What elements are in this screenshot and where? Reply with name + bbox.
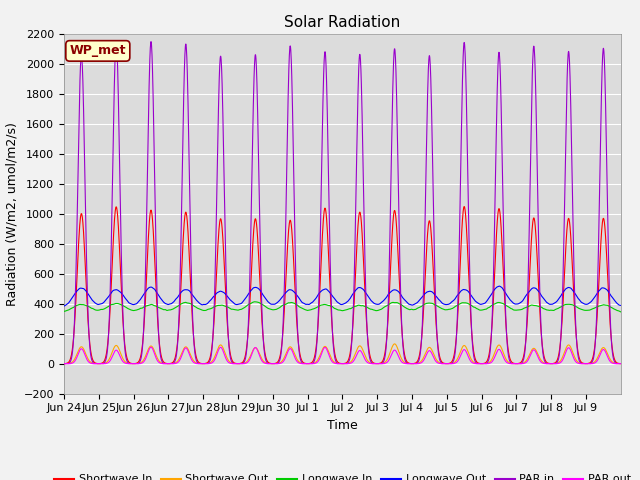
Title: Solar Radiation: Solar Radiation [284,15,401,30]
Longwave In [542,307,550,312]
X-axis label: Time: Time [327,419,358,432]
PAR in [60,361,68,367]
Longwave In [510,307,518,313]
Shortwave Out [236,361,244,367]
Shortwave In [542,358,550,364]
PAR in [236,361,244,367]
Shortwave In [460,204,468,209]
Longwave Out [495,283,503,289]
PAR in [617,361,625,367]
Longwave In [251,299,259,305]
PAR in [147,39,155,45]
Longwave In [116,301,124,307]
Y-axis label: Radiation (W/m2, umol/m2/s): Radiation (W/m2, umol/m2/s) [5,121,18,306]
Line: Shortwave Out: Shortwave Out [64,344,621,364]
Longwave In [376,307,384,312]
Longwave In [617,309,625,315]
Longwave Out [617,302,625,308]
PAR out [116,352,124,358]
PAR out [376,361,384,367]
Shortwave In [609,351,617,357]
PAR out [60,361,68,367]
Longwave In [236,307,244,312]
Shortwave Out [510,361,518,367]
Line: Longwave In: Longwave In [64,302,621,312]
Longwave In [60,309,68,314]
Line: Longwave Out: Longwave Out [64,286,621,306]
PAR out [147,344,155,350]
PAR in [376,361,384,367]
Longwave In [609,306,617,312]
Line: PAR out: PAR out [64,347,621,364]
PAR in [609,354,617,360]
Shortwave In [60,361,68,367]
PAR out [609,360,617,366]
PAR in [542,360,550,365]
PAR in [510,361,518,367]
Longwave Out [60,303,68,309]
Shortwave Out [609,360,617,365]
Shortwave In [236,361,244,367]
PAR out [617,361,625,367]
Shortwave Out [60,361,68,367]
Shortwave In [617,361,625,367]
Longwave Out [510,300,518,306]
Shortwave In [116,248,124,254]
Longwave Out [609,296,617,301]
Legend: Shortwave In, Shortwave Out, Longwave In, Longwave Out, PAR in, PAR out: Shortwave In, Shortwave Out, Longwave In… [50,470,635,480]
Shortwave Out [116,348,124,353]
PAR out [236,361,244,367]
Shortwave In [510,360,518,366]
Shortwave In [376,360,383,366]
PAR out [510,361,518,367]
PAR out [542,361,550,367]
Longwave Out [376,301,383,307]
Longwave Out [236,301,244,307]
Longwave Out [542,299,550,304]
Shortwave Out [390,341,398,347]
Line: PAR in: PAR in [64,42,621,364]
Shortwave Out [542,360,550,366]
Text: WP_met: WP_met [70,44,126,58]
Shortwave Out [617,361,625,367]
Line: Shortwave In: Shortwave In [64,206,621,364]
Longwave Out [116,288,124,294]
PAR in [116,161,124,167]
Shortwave Out [376,361,383,367]
